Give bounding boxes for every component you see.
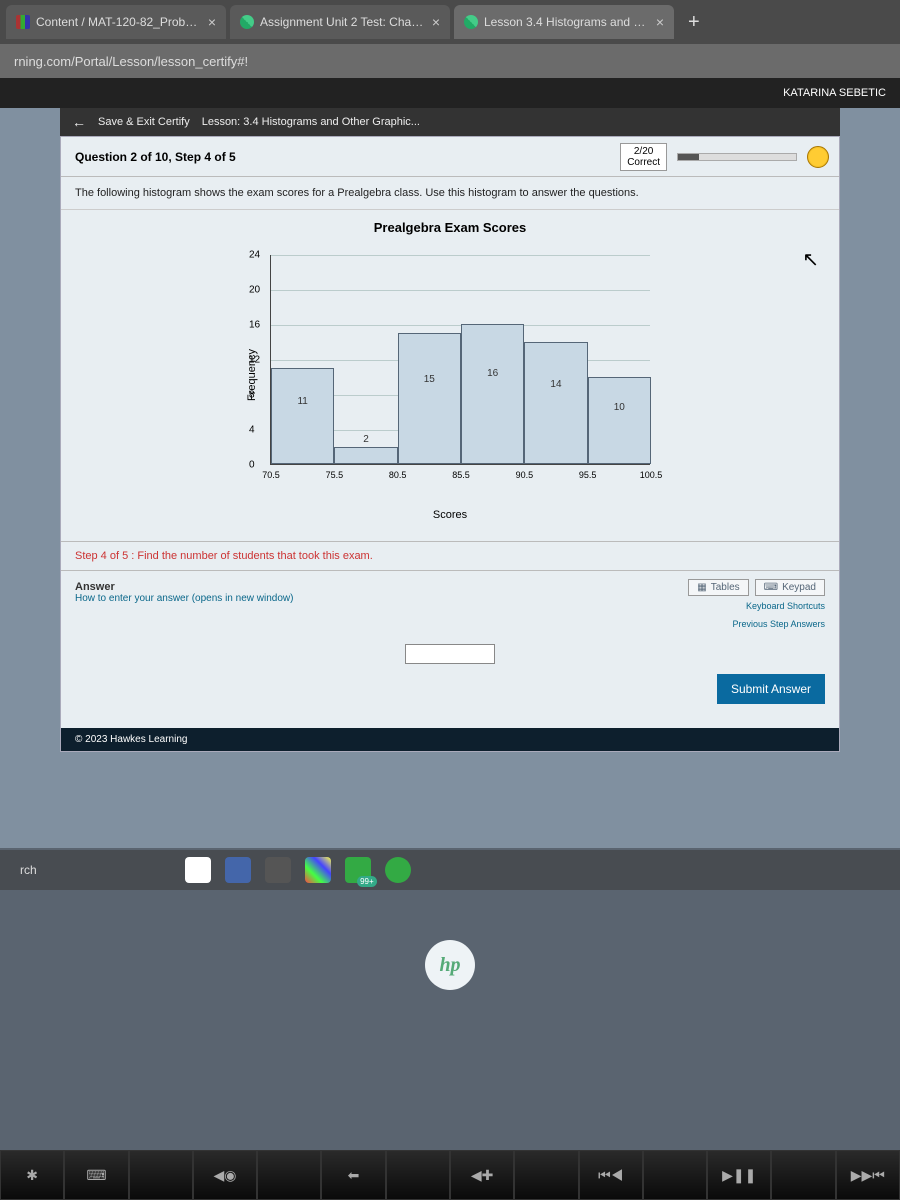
app-header: KATARINA SEBETIC xyxy=(0,78,900,108)
taskbar-icon[interactable] xyxy=(305,857,331,883)
user-name: KATARINA SEBETIC xyxy=(783,87,886,99)
taskbar-icon[interactable] xyxy=(185,857,211,883)
histogram-chart: Frequency 0481216202470.575.580.585.590.… xyxy=(230,245,670,505)
submit-button[interactable]: Submit Answer xyxy=(717,674,825,704)
card-footer: © 2023 Hawkes Learning xyxy=(61,728,839,751)
cursor-icon: ↖ xyxy=(802,247,819,272)
fn-key: ✱ xyxy=(0,1150,64,1200)
fn-key xyxy=(771,1150,835,1200)
keyboard-fn-row: ✱ ⌨ ◀◉ ⬅ ◀✚ ⏮◀ ▶❚❚ ▶▶⏮ xyxy=(0,1150,900,1200)
tab-content[interactable]: Content / MAT-120-82_Probabil × xyxy=(6,5,226,39)
tab-favicon xyxy=(240,15,254,29)
fn-key: ⌨ xyxy=(64,1150,128,1200)
tab-title: Content / MAT-120-82_Probabil xyxy=(36,15,202,29)
correct-label: Correct xyxy=(627,157,660,168)
close-icon[interactable]: × xyxy=(656,14,664,30)
answer-tools: ▦ Tables ⌨ Keypad xyxy=(688,579,825,596)
coin-icon xyxy=(807,146,829,168)
tab-favicon xyxy=(464,15,478,29)
previous-answers-link[interactable]: Previous Step Answers xyxy=(732,619,825,629)
fn-key: ⏮◀ xyxy=(579,1150,643,1200)
tab-favicon xyxy=(16,15,30,29)
url-bar[interactable]: rning.com/Portal/Lesson/lesson_certify#! xyxy=(0,44,900,78)
correct-box: 2/20 Correct xyxy=(620,143,667,171)
lesson-bar: ← Save & Exit Certify Lesson: 3.4 Histog… xyxy=(60,108,840,136)
taskbar: rch xyxy=(0,850,900,890)
progress-wrap: 2/20 Correct xyxy=(620,143,839,171)
page-content: KATARINA SEBETIC ← Save & Exit Certify L… xyxy=(0,78,900,848)
fn-key xyxy=(386,1150,450,1200)
progress-fill xyxy=(678,154,699,160)
taskbar-icon[interactable] xyxy=(385,857,411,883)
progress-bar xyxy=(677,153,797,161)
fn-key: ◀◉ xyxy=(193,1150,257,1200)
tab-title: Assignment Unit 2 Test: Chapter xyxy=(260,15,426,29)
taskbar-search[interactable]: rch xyxy=(20,863,37,877)
taskbar-icon[interactable] xyxy=(265,857,291,883)
taskbar-icon-mail[interactable] xyxy=(345,857,371,883)
fn-key: ▶❚❚ xyxy=(707,1150,771,1200)
fn-key xyxy=(257,1150,321,1200)
hp-logo: hp xyxy=(425,940,475,990)
save-exit-link[interactable]: Save & Exit Certify xyxy=(98,116,190,128)
correct-count: 2/20 xyxy=(627,146,660,157)
url-text: rning.com/Portal/Lesson/lesson_certify#! xyxy=(14,54,248,69)
fn-key xyxy=(514,1150,578,1200)
chart-zone: Prealgebra Exam Scores Frequency 0481216… xyxy=(61,210,839,541)
question-label: Question 2 of 10, Step 4 of 5 xyxy=(61,150,250,164)
answer-input[interactable] xyxy=(405,644,495,664)
chart-title: Prealgebra Exam Scores xyxy=(61,220,839,235)
keyboard-shortcuts-link[interactable]: Keyboard Shortcuts xyxy=(746,601,825,611)
table-icon: ▦ xyxy=(697,582,706,593)
tab-lesson[interactable]: Lesson 3.4 Histograms and Othe × xyxy=(454,5,674,39)
close-icon[interactable]: × xyxy=(432,14,440,30)
x-axis-label: Scores xyxy=(61,509,839,521)
question-header: Question 2 of 10, Step 4 of 5 2/20 Corre… xyxy=(61,137,839,177)
fn-key: ▶▶⏮ xyxy=(836,1150,900,1200)
plot-area: 0481216202470.575.580.585.590.595.5100.5… xyxy=(270,255,650,465)
keypad-icon: ⌨ xyxy=(764,582,778,593)
taskbar-icon[interactable] xyxy=(225,857,251,883)
fn-key xyxy=(643,1150,707,1200)
fn-key xyxy=(129,1150,193,1200)
new-tab-button[interactable]: + xyxy=(678,11,710,34)
answer-section: Answer How to enter your answer (opens i… xyxy=(61,570,839,728)
lesson-title: Lesson: 3.4 Histograms and Other Graphic… xyxy=(202,116,420,128)
question-card: Question 2 of 10, Step 4 of 5 2/20 Corre… xyxy=(60,136,840,752)
browser-tab-strip: Content / MAT-120-82_Probabil × Assignme… xyxy=(0,0,900,44)
tab-assignment[interactable]: Assignment Unit 2 Test: Chapter × xyxy=(230,5,450,39)
tables-button[interactable]: ▦ Tables xyxy=(688,579,748,596)
close-icon[interactable]: × xyxy=(208,14,216,30)
step-instruction: Step 4 of 5 : Find the number of student… xyxy=(61,541,839,570)
fn-key: ◀✚ xyxy=(450,1150,514,1200)
question-prompt: The following histogram shows the exam s… xyxy=(61,177,839,210)
back-icon[interactable]: ← xyxy=(72,114,86,130)
keypad-button[interactable]: ⌨ Keypad xyxy=(755,579,825,596)
tab-title: Lesson 3.4 Histograms and Othe xyxy=(484,15,650,29)
fn-key: ⬅ xyxy=(321,1150,385,1200)
